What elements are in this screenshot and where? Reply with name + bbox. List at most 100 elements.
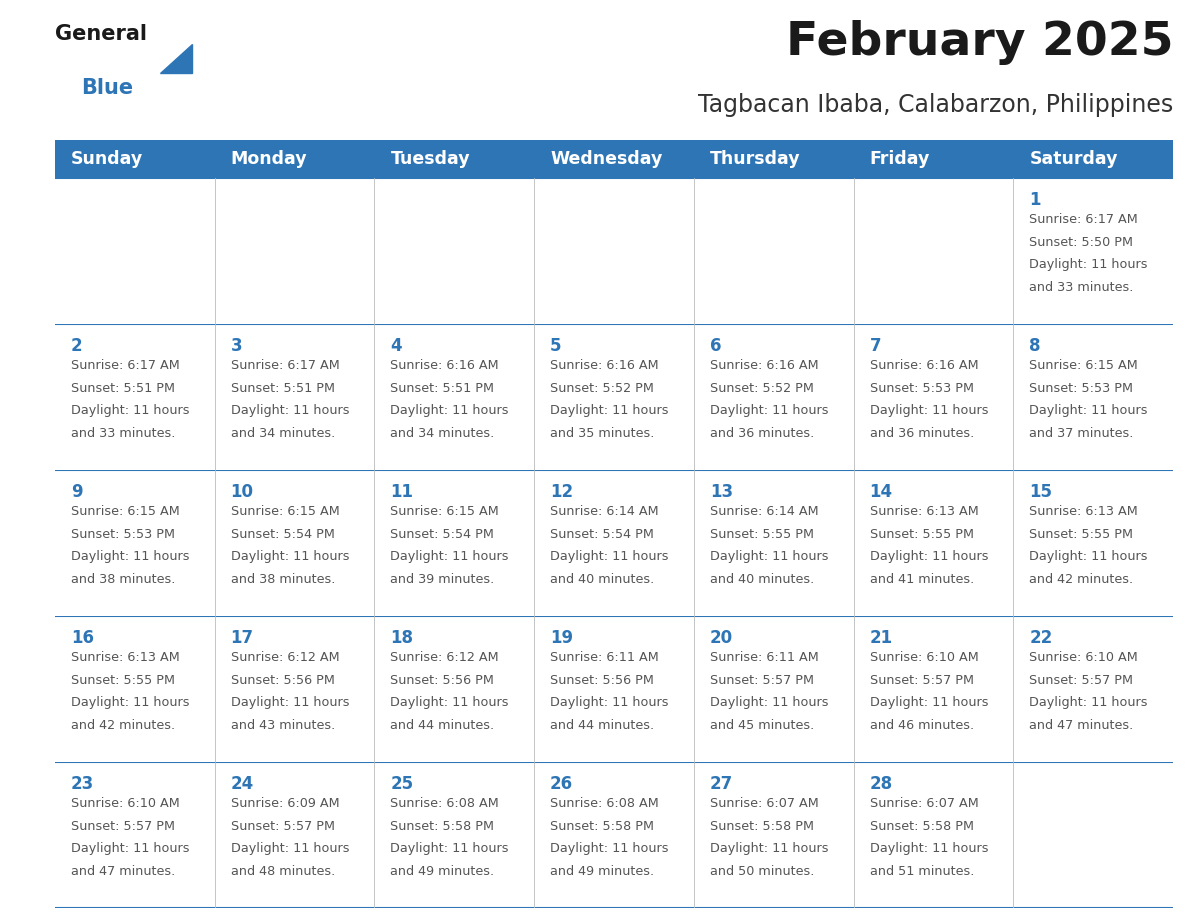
Text: Sunset: 5:56 PM: Sunset: 5:56 PM xyxy=(230,674,335,687)
Text: and 40 minutes.: and 40 minutes. xyxy=(709,573,814,586)
Text: and 41 minutes.: and 41 minutes. xyxy=(870,573,974,586)
Text: Sunset: 5:55 PM: Sunset: 5:55 PM xyxy=(709,528,814,541)
Text: 19: 19 xyxy=(550,629,574,647)
Text: and 44 minutes.: and 44 minutes. xyxy=(550,719,655,732)
Text: 2: 2 xyxy=(71,337,83,355)
Text: Daylight: 11 hours: Daylight: 11 hours xyxy=(550,696,669,710)
Text: Daylight: 11 hours: Daylight: 11 hours xyxy=(550,404,669,418)
Text: Friday: Friday xyxy=(870,150,930,168)
Text: Sunday: Sunday xyxy=(71,150,144,168)
Text: Sunrise: 6:10 AM: Sunrise: 6:10 AM xyxy=(71,797,179,810)
Text: Sunrise: 6:12 AM: Sunrise: 6:12 AM xyxy=(230,651,340,664)
Text: and 51 minutes.: and 51 minutes. xyxy=(870,865,974,878)
Text: and 46 minutes.: and 46 minutes. xyxy=(870,719,974,732)
Text: Sunrise: 6:15 AM: Sunrise: 6:15 AM xyxy=(71,505,179,518)
Text: 16: 16 xyxy=(71,629,94,647)
Text: 6: 6 xyxy=(709,337,721,355)
Text: 14: 14 xyxy=(870,483,892,501)
Text: and 42 minutes.: and 42 minutes. xyxy=(71,719,175,732)
Text: and 48 minutes.: and 48 minutes. xyxy=(230,865,335,878)
Text: Daylight: 11 hours: Daylight: 11 hours xyxy=(71,404,189,418)
Text: Daylight: 11 hours: Daylight: 11 hours xyxy=(230,550,349,564)
Text: 28: 28 xyxy=(870,775,892,793)
Text: Daylight: 11 hours: Daylight: 11 hours xyxy=(870,404,988,418)
Text: and 37 minutes.: and 37 minutes. xyxy=(1029,427,1133,440)
Text: and 49 minutes.: and 49 minutes. xyxy=(391,865,494,878)
Text: Daylight: 11 hours: Daylight: 11 hours xyxy=(870,843,988,856)
Text: Sunset: 5:54 PM: Sunset: 5:54 PM xyxy=(230,528,335,541)
Text: Sunrise: 6:08 AM: Sunrise: 6:08 AM xyxy=(391,797,499,810)
Text: Sunrise: 6:08 AM: Sunrise: 6:08 AM xyxy=(550,797,659,810)
Text: Sunset: 5:57 PM: Sunset: 5:57 PM xyxy=(230,820,335,833)
Text: Sunrise: 6:15 AM: Sunrise: 6:15 AM xyxy=(230,505,340,518)
Text: Daylight: 11 hours: Daylight: 11 hours xyxy=(709,843,828,856)
Text: Sunset: 5:53 PM: Sunset: 5:53 PM xyxy=(71,528,175,541)
Text: 22: 22 xyxy=(1029,629,1053,647)
Text: Sunset: 5:57 PM: Sunset: 5:57 PM xyxy=(870,674,973,687)
Text: Sunrise: 6:10 AM: Sunrise: 6:10 AM xyxy=(1029,651,1138,664)
Text: 24: 24 xyxy=(230,775,254,793)
Text: and 36 minutes.: and 36 minutes. xyxy=(709,427,814,440)
Text: Sunset: 5:50 PM: Sunset: 5:50 PM xyxy=(1029,236,1133,249)
Text: and 43 minutes.: and 43 minutes. xyxy=(230,719,335,732)
Text: Sunset: 5:55 PM: Sunset: 5:55 PM xyxy=(1029,528,1133,541)
Text: Daylight: 11 hours: Daylight: 11 hours xyxy=(391,696,508,710)
Text: Sunrise: 6:14 AM: Sunrise: 6:14 AM xyxy=(709,505,819,518)
Text: Sunset: 5:54 PM: Sunset: 5:54 PM xyxy=(550,528,653,541)
Text: 13: 13 xyxy=(709,483,733,501)
Text: Daylight: 11 hours: Daylight: 11 hours xyxy=(550,550,669,564)
Text: and 45 minutes.: and 45 minutes. xyxy=(709,719,814,732)
Text: General: General xyxy=(55,24,147,44)
Text: and 44 minutes.: and 44 minutes. xyxy=(391,719,494,732)
Text: Daylight: 11 hours: Daylight: 11 hours xyxy=(391,550,508,564)
Text: Sunrise: 6:12 AM: Sunrise: 6:12 AM xyxy=(391,651,499,664)
Text: Sunset: 5:58 PM: Sunset: 5:58 PM xyxy=(550,820,655,833)
Text: and 47 minutes.: and 47 minutes. xyxy=(1029,719,1133,732)
Text: 27: 27 xyxy=(709,775,733,793)
Text: Wednesday: Wednesday xyxy=(550,150,663,168)
Text: Daylight: 11 hours: Daylight: 11 hours xyxy=(870,550,988,564)
Text: Sunrise: 6:14 AM: Sunrise: 6:14 AM xyxy=(550,505,658,518)
Text: Daylight: 11 hours: Daylight: 11 hours xyxy=(870,696,988,710)
Text: Sunset: 5:56 PM: Sunset: 5:56 PM xyxy=(391,674,494,687)
Text: Daylight: 11 hours: Daylight: 11 hours xyxy=(709,696,828,710)
Text: and 39 minutes.: and 39 minutes. xyxy=(391,573,494,586)
Text: Daylight: 11 hours: Daylight: 11 hours xyxy=(1029,404,1148,418)
Text: Daylight: 11 hours: Daylight: 11 hours xyxy=(391,843,508,856)
Text: 4: 4 xyxy=(391,337,402,355)
Text: Daylight: 11 hours: Daylight: 11 hours xyxy=(230,404,349,418)
Text: Sunrise: 6:11 AM: Sunrise: 6:11 AM xyxy=(550,651,659,664)
Text: 20: 20 xyxy=(709,629,733,647)
Text: Sunset: 5:58 PM: Sunset: 5:58 PM xyxy=(391,820,494,833)
Text: Daylight: 11 hours: Daylight: 11 hours xyxy=(550,843,669,856)
Text: Sunrise: 6:15 AM: Sunrise: 6:15 AM xyxy=(391,505,499,518)
Text: Sunrise: 6:17 AM: Sunrise: 6:17 AM xyxy=(230,359,340,372)
Text: Sunrise: 6:13 AM: Sunrise: 6:13 AM xyxy=(870,505,978,518)
Text: 21: 21 xyxy=(870,629,892,647)
Text: Sunset: 5:53 PM: Sunset: 5:53 PM xyxy=(870,382,973,395)
Text: 25: 25 xyxy=(391,775,413,793)
Text: and 38 minutes.: and 38 minutes. xyxy=(230,573,335,586)
Text: and 34 minutes.: and 34 minutes. xyxy=(230,427,335,440)
Text: Sunrise: 6:16 AM: Sunrise: 6:16 AM xyxy=(870,359,978,372)
Text: 12: 12 xyxy=(550,483,574,501)
Text: Sunset: 5:57 PM: Sunset: 5:57 PM xyxy=(709,674,814,687)
Text: 17: 17 xyxy=(230,629,254,647)
Text: Sunrise: 6:07 AM: Sunrise: 6:07 AM xyxy=(870,797,978,810)
Text: Sunset: 5:57 PM: Sunset: 5:57 PM xyxy=(1029,674,1133,687)
Text: Daylight: 11 hours: Daylight: 11 hours xyxy=(1029,696,1148,710)
Text: Sunrise: 6:07 AM: Sunrise: 6:07 AM xyxy=(709,797,819,810)
Text: Sunrise: 6:13 AM: Sunrise: 6:13 AM xyxy=(71,651,179,664)
Text: Saturday: Saturday xyxy=(1029,150,1118,168)
Text: 3: 3 xyxy=(230,337,242,355)
Text: and 33 minutes.: and 33 minutes. xyxy=(1029,281,1133,294)
Text: Tuesday: Tuesday xyxy=(391,150,470,168)
Text: Thursday: Thursday xyxy=(709,150,801,168)
Text: Sunset: 5:58 PM: Sunset: 5:58 PM xyxy=(870,820,973,833)
Text: February 2025: February 2025 xyxy=(785,20,1173,65)
Text: Sunrise: 6:16 AM: Sunrise: 6:16 AM xyxy=(391,359,499,372)
Text: Daylight: 11 hours: Daylight: 11 hours xyxy=(71,843,189,856)
Text: Daylight: 11 hours: Daylight: 11 hours xyxy=(391,404,508,418)
Text: and 33 minutes.: and 33 minutes. xyxy=(71,427,176,440)
Text: Daylight: 11 hours: Daylight: 11 hours xyxy=(230,696,349,710)
